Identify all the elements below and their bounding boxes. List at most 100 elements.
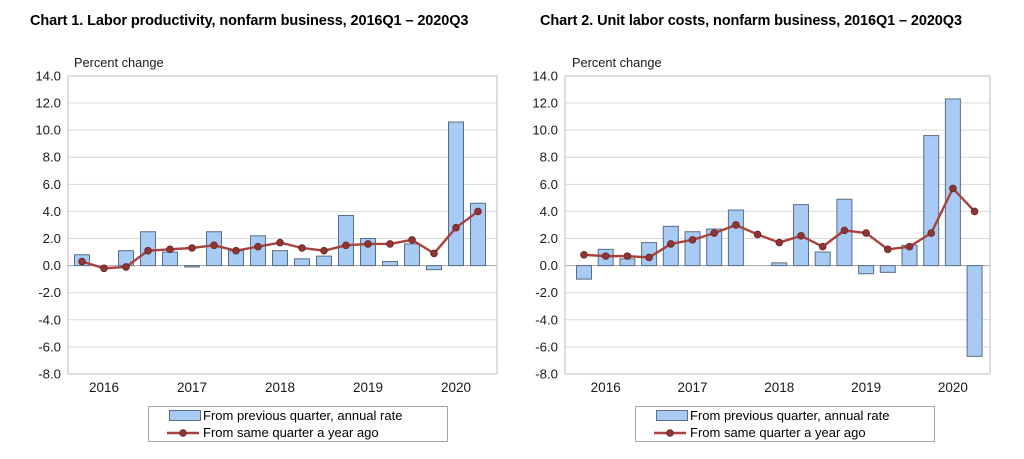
- x-year-label: 2018: [764, 380, 794, 395]
- y-tick-label: -4.0: [38, 312, 61, 327]
- chart-1-legend-row-line: From same quarter a year ago: [149, 424, 447, 441]
- bar-2017 Q3: [706, 228, 723, 267]
- bar-swatch-icon: [169, 410, 201, 421]
- bar-2020 Q1: [923, 135, 940, 267]
- x-year-label: 2019: [851, 380, 881, 395]
- bar-2017 Q1: [162, 251, 178, 267]
- y-tick-label: 12.0: [532, 96, 558, 111]
- y-tick-label: 0.0: [540, 258, 558, 273]
- y-tick-label: 4.0: [540, 204, 558, 219]
- bar-2020 Q3: [966, 265, 983, 357]
- data-marker-2017 Q1: [166, 245, 174, 254]
- chart-2-legend-row-line: From same quarter a year ago: [636, 424, 934, 441]
- data-marker-2019 Q3: [386, 240, 394, 248]
- x-year-label: 2018: [265, 380, 295, 395]
- data-marker-2017 Q2: [688, 236, 697, 244]
- bar-2018 Q1: [250, 235, 266, 267]
- data-marker-2017 Q1: [667, 240, 675, 248]
- data-marker-2020 Q3: [970, 207, 979, 216]
- bar-2020 Q3: [470, 202, 486, 267]
- bar-2018 Q4: [814, 251, 831, 267]
- bar-2018 Q2: [771, 262, 788, 267]
- bar-2018 Q4: [316, 255, 332, 267]
- bar-2019 Q3: [879, 265, 896, 273]
- bar-2017 Q4: [727, 209, 744, 267]
- x-year-label: 2020: [441, 380, 471, 395]
- bar-2020 Q2: [944, 98, 961, 267]
- plot-frame: [67, 75, 498, 375]
- data-marker-2017 Q4: [232, 246, 240, 255]
- bar-2019 Q4: [404, 243, 420, 267]
- y-tick-label: 14.0: [532, 68, 558, 83]
- data-marker-2017 Q2: [188, 244, 196, 252]
- chart-1-title: Chart 1. Labor productivity, nonfarm bus…: [30, 13, 469, 29]
- data-marker-2019 Q2: [364, 240, 372, 248]
- x-year-label: 2016: [591, 380, 621, 395]
- bar-2019 Q1: [338, 214, 354, 267]
- x-year-label: 2019: [353, 380, 383, 395]
- y-tick-label: -8.0: [535, 366, 558, 381]
- data-marker-2019 Q4: [408, 236, 416, 244]
- chart-2-title: Chart 2. Unit labor costs, nonfarm busin…: [540, 13, 962, 29]
- line-series-swatch: [636, 428, 688, 438]
- x-year-label: 2020: [938, 380, 968, 395]
- chart-1-legend-row-bars: From previous quarter, annual rate: [149, 407, 447, 424]
- chart-1-legend: From previous quarter, annual rate From …: [148, 406, 448, 442]
- data-marker-2018 Q2: [775, 238, 784, 247]
- bar-2018 Q3: [294, 258, 310, 267]
- data-marker-2016 Q4: [144, 246, 152, 255]
- y-tick-label: 12.0: [35, 96, 61, 111]
- data-marker-2019 Q4: [905, 242, 914, 251]
- data-marker-2017 Q3: [210, 241, 218, 250]
- data-marker-2016 Q4: [645, 253, 653, 262]
- y-tick-label: 0.0: [43, 258, 61, 273]
- plot-frame: [564, 75, 991, 375]
- y-tick-label: 14.0: [35, 68, 61, 83]
- data-marker-2020 Q2: [452, 223, 460, 232]
- data-marker-2018 Q4: [320, 246, 328, 255]
- y-tick-label: -2.0: [535, 285, 558, 300]
- y-tick-label: 8.0: [540, 150, 558, 165]
- data-marker-2016 Q3: [122, 263, 130, 271]
- chart-2-legend-line-label: From same quarter a year ago: [690, 425, 866, 440]
- bar-2019 Q3: [382, 261, 398, 267]
- data-marker-2018 Q2: [276, 238, 284, 247]
- chart-1-legend-bar-label: From previous quarter, annual rate: [203, 408, 403, 423]
- y-tick-label: -4.0: [535, 312, 558, 327]
- data-marker-2016 Q1: [78, 257, 86, 266]
- data-marker-2020 Q2: [949, 184, 957, 193]
- data-marker-2016 Q2: [100, 264, 108, 273]
- y-tick-label: 10.0: [532, 123, 558, 138]
- line-series-swatch: [149, 428, 201, 438]
- data-marker-2019 Q1: [342, 241, 350, 250]
- line-swatch-icon: [654, 428, 686, 437]
- bar-2019 Q2: [858, 265, 875, 275]
- data-marker-2017 Q4: [732, 221, 740, 229]
- bar-series-swatch: [636, 410, 688, 421]
- chart-1-panel: Chart 1. Labor productivity, nonfarm bus…: [30, 13, 498, 442]
- chart-1-plot: 14.0 12.0 10.0 8.0 6.0 4.0 2.0 0.0 -2.0 -4.0 -6.0 -…: [35, 68, 498, 395]
- data-marker-2019 Q3: [884, 245, 892, 254]
- data-marker-2020 Q3: [474, 207, 482, 216]
- bar-2017 Q2: [184, 265, 200, 268]
- data-marker-2017 Q3: [710, 229, 718, 237]
- x-year-label: 2016: [89, 380, 119, 395]
- chart-2-legend: From previous quarter, annual rate From …: [635, 406, 935, 442]
- data-marker-2016 Q2: [601, 252, 610, 260]
- chart-2-legend-row-bars: From previous quarter, annual rate: [636, 407, 934, 424]
- bar-2016 Q1: [576, 265, 592, 280]
- line-swatch-icon: [167, 428, 199, 437]
- y-tick-label: -6.0: [38, 339, 61, 354]
- y-tick-label: 6.0: [540, 177, 558, 192]
- chart-2-plot: 14.0 12.0 10.0 8.0 6.0 4.0 2.0 0.0 -2.0 -4.0 -6.0 -…: [532, 68, 991, 395]
- y-tick-label: 4.0: [43, 204, 61, 219]
- x-year-label: 2017: [177, 380, 207, 395]
- y-tick-label: 2.0: [43, 231, 61, 246]
- data-marker-2018 Q3: [298, 244, 306, 252]
- data-marker-2019 Q1: [840, 226, 849, 235]
- y-tick-label: 10.0: [35, 123, 61, 138]
- y-tick-label: -8.0: [38, 366, 61, 381]
- chart-1-y-axis-unit-label: Percent change: [74, 55, 164, 70]
- data-marker-2018 Q4: [818, 242, 827, 251]
